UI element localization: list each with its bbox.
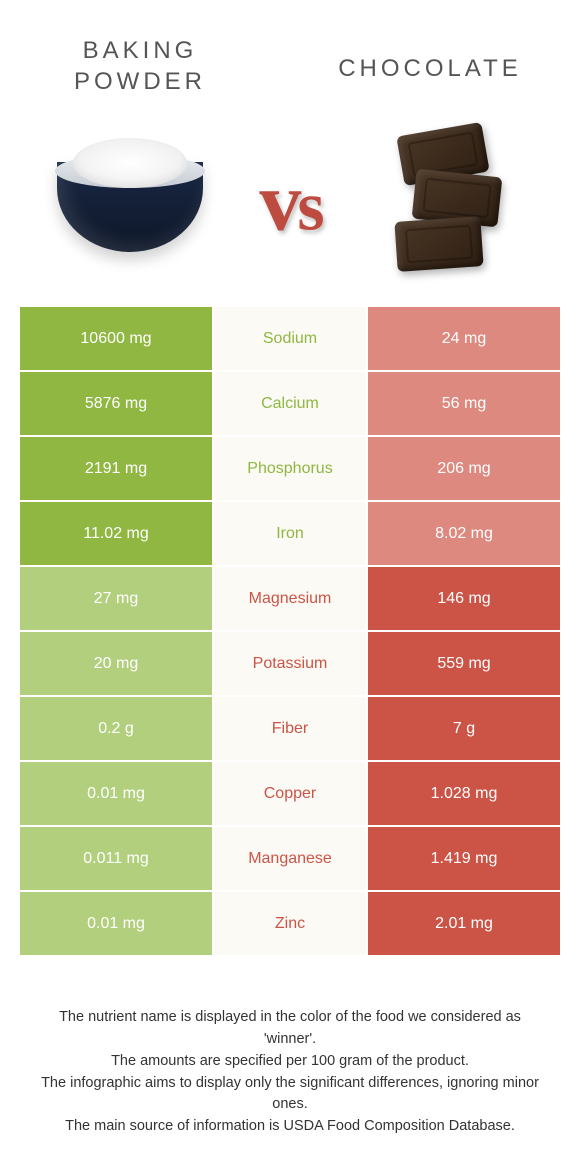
table-row: 0.01 mgCopper1.028 mg (20, 762, 560, 825)
left-value-cell: 27 mg (20, 567, 214, 630)
table-row: 5876 mgCalcium56 mg (20, 372, 560, 435)
left-title-line1: BAKING (83, 37, 198, 64)
left-food-title: BAKING POWDER (40, 35, 240, 97)
images-row: vs (0, 97, 580, 307)
nutrient-label: Copper (214, 762, 366, 825)
table-row: 0.01 mgZinc2.01 mg (20, 892, 560, 955)
right-value-cell: 206 mg (366, 437, 560, 500)
left-value-cell: 20 mg (20, 632, 214, 695)
left-value-cell: 0.01 mg (20, 762, 214, 825)
left-value-cell: 0.2 g (20, 697, 214, 760)
table-row: 20 mgPotassium559 mg (20, 632, 560, 695)
footer-notes: The nutrient name is displayed in the co… (0, 957, 580, 1138)
table-row: 0.2 gFiber7 g (20, 697, 560, 760)
bowl-icon (45, 130, 215, 270)
footer-line-1: The nutrient name is displayed in the co… (40, 1007, 540, 1051)
table-row: 11.02 mgIron8.02 mg (20, 502, 560, 565)
right-value-cell: 559 mg (366, 632, 560, 695)
right-value-cell: 7 g (366, 697, 560, 760)
nutrient-label: Zinc (214, 892, 366, 955)
left-title-line2: POWDER (74, 68, 206, 95)
left-value-cell: 2191 mg (20, 437, 214, 500)
nutrient-label: Iron (214, 502, 366, 565)
nutrient-label: Phosphorus (214, 437, 366, 500)
right-food-title: CHOCOLATE (320, 35, 540, 84)
right-value-cell: 2.01 mg (366, 892, 560, 955)
right-value-cell: 146 mg (366, 567, 560, 630)
nutrient-label: Manganese (214, 827, 366, 890)
vs-v: v (259, 156, 297, 249)
table-row: 10600 mgSodium24 mg (20, 307, 560, 370)
footer-line-4: The main source of information is USDA F… (40, 1116, 540, 1138)
table-row: 2191 mgPhosphorus206 mg (20, 437, 560, 500)
right-value-cell: 56 mg (366, 372, 560, 435)
table-row: 27 mgMagnesium146 mg (20, 567, 560, 630)
left-value-cell: 0.011 mg (20, 827, 214, 890)
footer-line-3: The infographic aims to display only the… (40, 1073, 540, 1117)
table-row: 0.011 mgManganese1.419 mg (20, 827, 560, 890)
vs-s: s (297, 169, 320, 246)
baking-powder-image (30, 110, 230, 290)
right-value-cell: 8.02 mg (366, 502, 560, 565)
left-value-cell: 11.02 mg (20, 502, 214, 565)
left-value-cell: 0.01 mg (20, 892, 214, 955)
nutrient-label: Calcium (214, 372, 366, 435)
footer-line-2: The amounts are specified per 100 gram o… (40, 1051, 540, 1073)
left-value-cell: 5876 mg (20, 372, 214, 435)
header: BAKING POWDER CHOCOLATE (0, 0, 580, 97)
left-value-cell: 10600 mg (20, 307, 214, 370)
nutrient-label: Magnesium (214, 567, 366, 630)
right-value-cell: 24 mg (366, 307, 560, 370)
chocolate-icon (370, 125, 530, 275)
vs-label: vs (259, 154, 320, 251)
nutrient-label: Fiber (214, 697, 366, 760)
chocolate-image (350, 110, 550, 290)
nutrient-label: Sodium (214, 307, 366, 370)
nutrient-label: Potassium (214, 632, 366, 695)
comparison-table: 10600 mgSodium24 mg5876 mgCalcium56 mg21… (20, 307, 560, 955)
right-value-cell: 1.028 mg (366, 762, 560, 825)
right-value-cell: 1.419 mg (366, 827, 560, 890)
